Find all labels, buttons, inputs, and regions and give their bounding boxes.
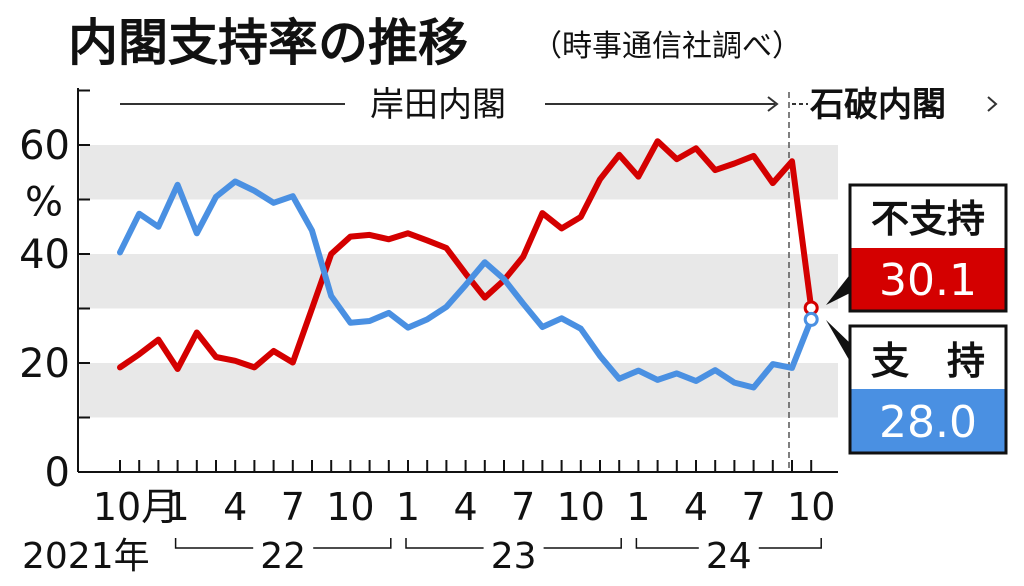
year-bracket-gap-2022	[253, 540, 314, 554]
y-axis-ticks: 0 20 40 60%	[19, 89, 90, 496]
y-unit-label: %	[25, 180, 63, 226]
chart-title: 内閣支持率の推移	[68, 14, 468, 72]
year-label-2021: 2021年	[22, 536, 150, 577]
chart-source: （時事通信社調べ）	[532, 29, 802, 64]
y-tick-label-0: 0	[45, 450, 70, 496]
x-tick-label-11: 7	[742, 485, 766, 529]
y-tick-label-40: 40	[19, 232, 70, 278]
series-group	[117, 138, 819, 391]
year-label-2022: 22	[260, 536, 306, 577]
x-tick-label-0: 10月	[93, 485, 179, 529]
ishiba-era-label: 石破内閣	[809, 85, 946, 125]
year-label-2023: 23	[491, 536, 537, 577]
x-tick-label-4: 10	[326, 485, 374, 529]
x-tick-label-6: 4	[454, 485, 478, 529]
x-tick-label-10: 4	[684, 485, 708, 529]
approve-point-36	[803, 311, 819, 327]
kishida-arrowhead	[767, 96, 779, 112]
x-tick-label-9: 1	[626, 485, 650, 529]
x-tick-label-7: 7	[511, 485, 535, 529]
x-tick-label-12: 10	[787, 485, 835, 529]
ishiba-arrowhead	[987, 96, 998, 112]
x-tick-label-5: 1	[396, 485, 420, 529]
y-tick-label-20: 20	[19, 341, 70, 387]
x-tick-label-3: 7	[281, 485, 305, 529]
y-tick-label-60: 60	[19, 123, 70, 169]
band-0	[80, 363, 838, 418]
approve-value-bg	[851, 389, 1005, 452]
kishida-era-label: 岸田内閣	[370, 85, 506, 125]
year-bracket-gap-2023	[483, 540, 544, 554]
disapprove-value-bg	[851, 248, 1005, 310]
x-tick-label-1: 1	[166, 485, 190, 529]
year-bracket-gap-2024	[698, 540, 759, 554]
disapprove-value: 30.1	[879, 255, 977, 306]
year-label-2024: 24	[706, 536, 752, 577]
x-tick-label-2: 4	[223, 485, 247, 529]
band-2	[80, 145, 838, 200]
approve-value: 28.0	[879, 397, 977, 448]
approve-label: 支 持	[871, 339, 985, 383]
x-tick-label-8: 10	[557, 485, 605, 529]
disapprove-label: 不支持	[871, 197, 985, 241]
approve-callout-pointer	[826, 320, 852, 365]
disapprove-callout-pointer	[826, 272, 852, 305]
